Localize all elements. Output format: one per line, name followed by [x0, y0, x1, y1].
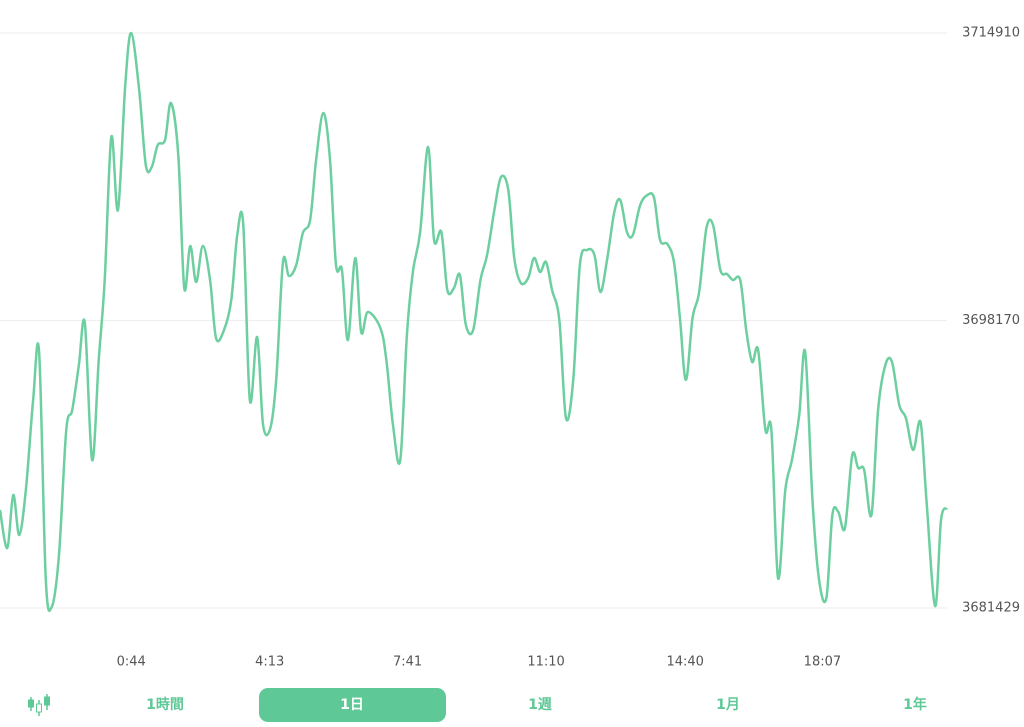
x-tick-label: 0:44 [117, 655, 146, 670]
candle-icon[interactable] [28, 694, 50, 716]
period-tab[interactable]: 1日 [259, 688, 446, 722]
period-tab[interactable]: 1週 [528, 697, 552, 713]
y-tick-label: 3681429 [962, 601, 1020, 616]
tab-label: 1日 [340, 697, 364, 713]
y-tick-label: 3698170 [962, 313, 1020, 328]
tab-label: 1年 [903, 696, 927, 713]
period-tab[interactable]: 1時間 [146, 696, 184, 713]
tab-label: 1週 [528, 697, 552, 713]
x-tick-label: 11:10 [527, 655, 564, 670]
tab-highlight [259, 688, 446, 722]
tab-label: 1月 [716, 697, 740, 713]
y-tick-label: 3714910 [962, 26, 1020, 41]
price-line [0, 31, 949, 612]
x-tick-label: 18:07 [804, 655, 841, 670]
period-tab[interactable]: 1年 [903, 696, 927, 713]
period-tab[interactable]: 1月 [716, 697, 740, 713]
x-tick-label: 14:40 [666, 655, 703, 670]
x-tick-label: 4:13 [255, 655, 284, 670]
x-tick-label: 7:41 [393, 655, 422, 670]
tab-label: 1時間 [146, 696, 184, 713]
